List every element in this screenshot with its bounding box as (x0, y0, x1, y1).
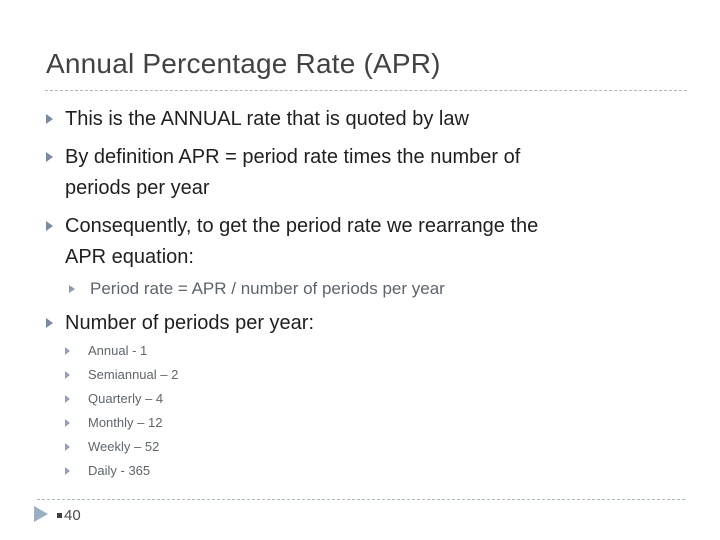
bullet-triangle-icon (46, 114, 53, 124)
bullet-text: Monthly – 12 (88, 415, 163, 430)
bullet-text: Quarterly – 4 (88, 391, 164, 406)
bullet-triangle-icon (65, 395, 70, 403)
bullet-triangle-icon (65, 347, 70, 355)
bullet-item-level-1: This is the ANNUAL rate that is quoted b… (46, 104, 680, 135)
page-number: 40 (64, 506, 81, 524)
bullet-text: Weekly – 52 (88, 439, 160, 454)
bullet-triangle-icon (65, 467, 70, 475)
bullet-triangle-icon (46, 152, 53, 162)
bullet-text: Semiannual – 2 (88, 367, 179, 382)
bullet-text: Number of periods per year: (65, 312, 315, 334)
bullet-triangle-icon (65, 419, 70, 427)
title-divider (45, 90, 687, 91)
bullet-item-level-3: Quarterly – 4 (65, 391, 680, 407)
bullet-text: Consequently, to get the period rate we … (65, 215, 539, 268)
bullet-item-level-3: Semiannual – 2 (65, 367, 680, 383)
bullet-triangle-icon (46, 221, 53, 231)
bullet-item-level-2: Period rate = APR / number of periods pe… (69, 277, 680, 301)
bullet-item-level-1: By definition APR = period rate times th… (46, 142, 680, 204)
footer-arrow-icon (34, 506, 48, 522)
bullet-text: Annual - 1 (88, 343, 148, 358)
bullet-text: Period rate = APR / number of periods pe… (90, 279, 445, 298)
bullet-item-level-3: Annual - 1 (65, 343, 680, 359)
page-number-area: 40 (57, 506, 81, 524)
slide-body: This is the ANNUAL rate that is quoted b… (0, 98, 680, 479)
slide-title: Annual Percentage Rate (APR) (46, 48, 441, 79)
bullet-item-level-3: Weekly – 52 (65, 439, 680, 455)
page-number-square-icon (57, 512, 62, 518)
bullet-text: This is the ANNUAL rate that is quoted b… (65, 108, 469, 130)
bullet-triangle-icon (65, 371, 70, 379)
bullet-item-level-3: Monthly – 12 (65, 415, 680, 431)
footer-divider (37, 499, 685, 500)
bullet-text: Daily - 365 (88, 463, 151, 478)
bullet-triangle-icon (46, 318, 53, 328)
bullet-item-level-1: Number of periods per year: (46, 308, 680, 339)
bullet-item-level-3: Daily - 365 (65, 463, 680, 479)
bullet-text: By definition APR = period rate times th… (65, 146, 521, 199)
bullet-item-level-1: Consequently, to get the period rate we … (46, 211, 680, 273)
bullet-triangle-icon (69, 285, 75, 293)
bullet-triangle-icon (65, 443, 70, 451)
